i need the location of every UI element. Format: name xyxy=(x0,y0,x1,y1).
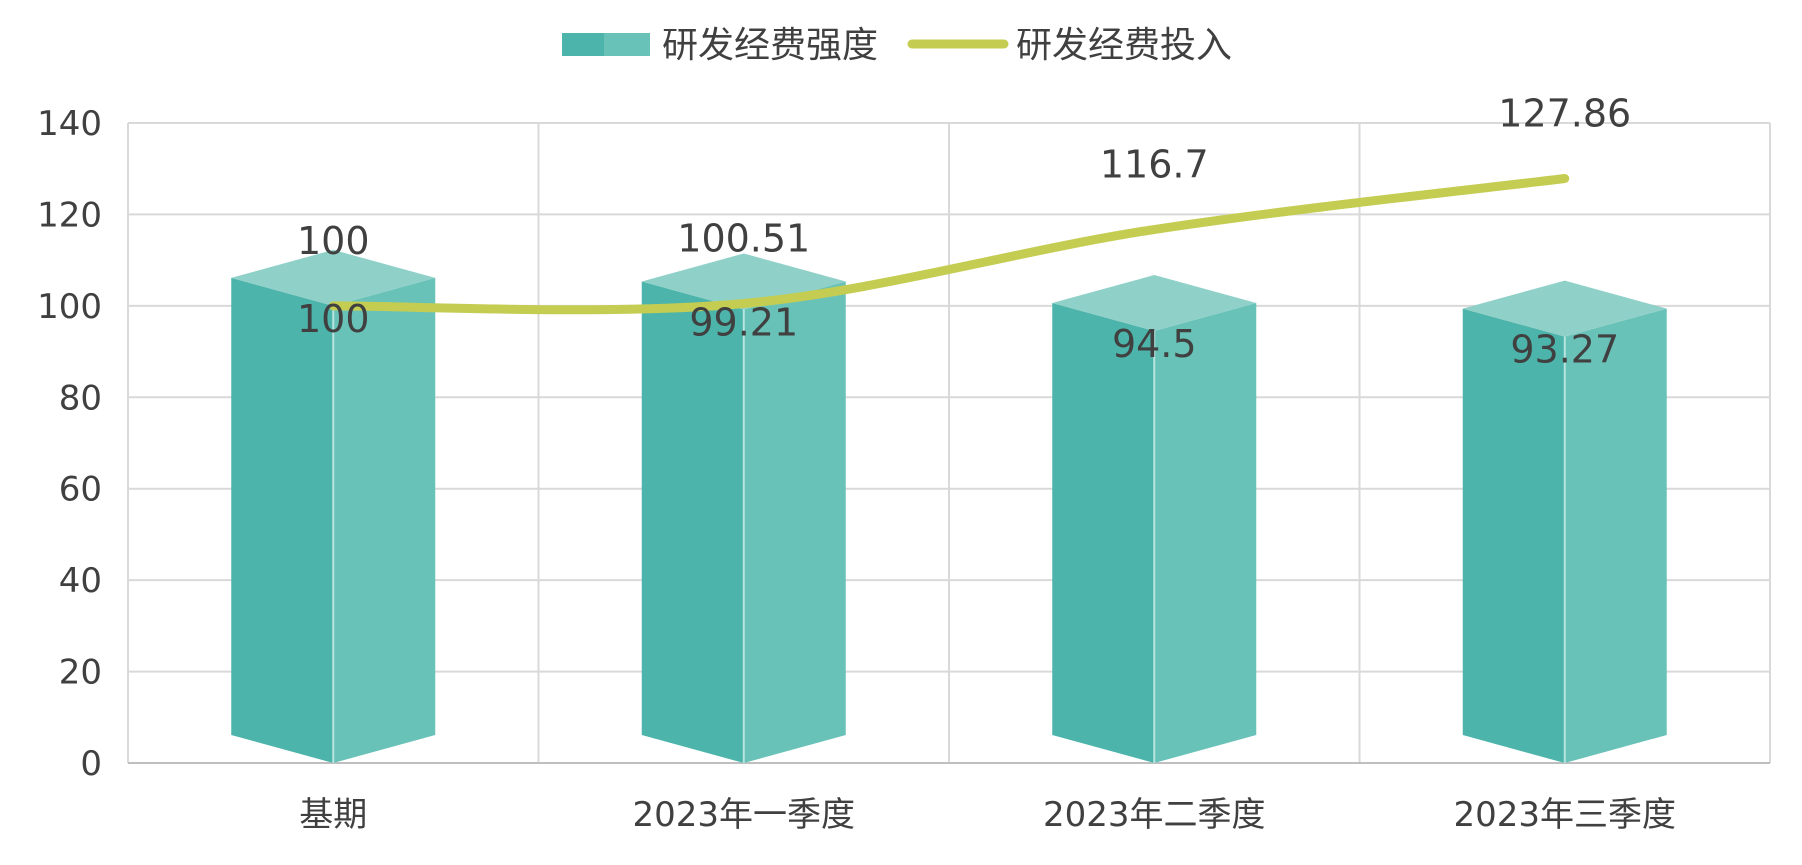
legend-bar-swatch-front xyxy=(562,33,604,56)
y-tick-label: 100 xyxy=(37,287,102,327)
bar-face-top xyxy=(1462,280,1667,337)
y-tick-label: 40 xyxy=(59,561,102,601)
bar xyxy=(1462,280,1667,763)
line-data-label: 100.51 xyxy=(677,217,810,261)
bar-face-right xyxy=(333,277,436,763)
legend-item-line: 研发经费投入 xyxy=(907,25,1232,66)
bar-face-right xyxy=(1564,308,1667,763)
label-layer: 100 99.21 94.5 93.27 100 100.51 116.7 127.86 xyxy=(297,91,1631,371)
line-data-label: 100 xyxy=(297,219,370,263)
bar-face-left xyxy=(641,281,744,763)
y-tick-label: 140 xyxy=(37,104,102,144)
x-tick-label: 2023年三季度 xyxy=(1453,795,1676,835)
bar-face-left xyxy=(231,277,334,763)
bar-data-label: 94.5 xyxy=(1112,322,1197,366)
line-series-path xyxy=(328,173,1570,315)
bar-face-right xyxy=(743,281,846,763)
bar-layer xyxy=(231,249,1667,763)
y-tick-label: 80 xyxy=(59,378,102,418)
line-data-label: 116.7 xyxy=(1100,143,1209,187)
bar-face-right xyxy=(1154,303,1257,763)
x-tick-label: 2023年二季度 xyxy=(1043,795,1266,835)
bar-data-label: 100 xyxy=(297,297,370,341)
y-tick-label: 120 xyxy=(37,195,102,235)
bar-data-label: 93.27 xyxy=(1510,328,1619,372)
y-tick-label: 0 xyxy=(80,744,102,784)
legend: 研发经费强度 研发经费投入 xyxy=(562,25,1232,66)
bar-face-top xyxy=(1052,275,1257,331)
bar xyxy=(1052,275,1257,763)
bar xyxy=(231,249,436,763)
bar-face-left xyxy=(1462,308,1565,763)
legend-label-line: 研发经费投入 xyxy=(1016,25,1232,66)
y-tick-label: 60 xyxy=(59,470,102,510)
bar-face-left xyxy=(1052,303,1155,763)
line-layer xyxy=(328,173,1570,315)
x-tick-label: 基期 xyxy=(299,795,367,835)
legend-item-bar: 研发经费强度 xyxy=(562,25,878,66)
legend-bar-swatch-side xyxy=(604,33,650,56)
bar-data-label: 99.21 xyxy=(689,300,798,344)
line-data-label: 127.86 xyxy=(1498,91,1631,135)
x-tick-label: 2023年一季度 xyxy=(632,795,855,835)
legend-label-bar: 研发经费强度 xyxy=(662,25,878,66)
axis-layer: 0 20 40 60 80 100 120 140 基期 2023年一季度 2023年二季度 2023… xyxy=(37,104,1770,835)
bar-face-top xyxy=(231,249,436,306)
y-tick-label: 20 xyxy=(59,653,102,693)
